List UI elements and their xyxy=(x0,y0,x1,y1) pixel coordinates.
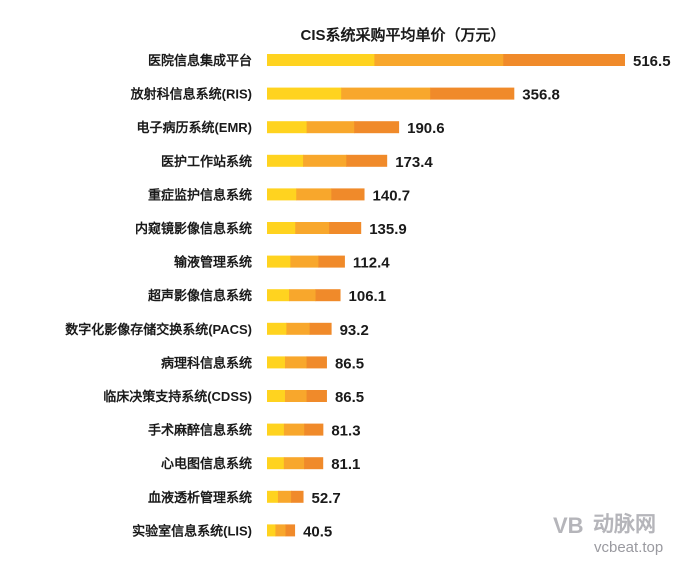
watermark-site: vcbeat.top xyxy=(594,539,663,556)
bar-segment xyxy=(306,390,327,402)
watermark-name: 动脉网 xyxy=(593,512,656,536)
bar-segment xyxy=(267,524,276,537)
bar-row: 医护工作站系统 173.4 xyxy=(161,154,433,171)
bar-segment xyxy=(290,255,319,268)
bar-segment xyxy=(285,524,296,537)
bar-segment xyxy=(277,490,292,503)
bar-row: 血液透析管理系统 52.7 xyxy=(148,490,341,507)
value-label: 173.4 xyxy=(395,154,433,171)
bar-segment xyxy=(289,289,317,302)
category-label: 放射科信息系统(RIS) xyxy=(130,87,252,102)
value-label: 40.5 xyxy=(303,523,332,540)
bar-row: 医院信息集成平台 516.5 xyxy=(148,53,671,70)
bar-segment xyxy=(315,289,341,302)
bar-segment xyxy=(318,255,345,268)
bar-segment xyxy=(374,54,504,66)
category-label: 临床决策支持系统(CDSS) xyxy=(103,389,252,404)
category-label: 实验室信息系统(LIS) xyxy=(132,523,252,538)
bar-row: 病理科信息系统 86.5 xyxy=(161,355,364,372)
bar-segment xyxy=(283,423,305,436)
bar-segment xyxy=(291,490,304,503)
value-label: 81.3 xyxy=(331,423,360,440)
bar-segment xyxy=(283,457,305,470)
bar-row: 内窥镜影像信息系统 135.9 xyxy=(135,221,407,238)
category-label: 输液管理系统 xyxy=(174,255,252,270)
bar-segment xyxy=(275,524,287,537)
bar-row: 数字化影像存储交换系统(PACS) 93.2 xyxy=(65,322,369,339)
value-label: 356.8 xyxy=(522,87,560,104)
bar-row: 重症监护信息系统 140.7 xyxy=(148,187,410,204)
value-label: 140.7 xyxy=(373,187,411,204)
category-label: 手术麻醉信息系统 xyxy=(148,423,252,438)
bar-segment xyxy=(295,222,330,234)
bar-segment xyxy=(267,423,285,436)
value-label: 86.5 xyxy=(335,389,364,406)
bar-segment xyxy=(267,289,290,302)
bar-row: 放射科信息系统(RIS) 356.8 xyxy=(130,87,560,104)
bar-row: 心电图信息系统 81.1 xyxy=(161,456,360,473)
bar-segment xyxy=(267,322,287,335)
bar-segment xyxy=(306,121,355,134)
bar-row: 超声影像信息系统 106.1 xyxy=(148,288,386,305)
bar-segment xyxy=(267,121,308,134)
bar-row: 手术麻醉信息系统 81.3 xyxy=(148,423,361,440)
value-label: 81.1 xyxy=(331,456,360,473)
bar-segment xyxy=(267,188,297,201)
bar-segment xyxy=(286,322,311,335)
bar-segment xyxy=(304,423,324,436)
bar-segment xyxy=(309,322,332,335)
bar-segment xyxy=(354,121,400,134)
category-label: 医院信息集成平台 xyxy=(148,53,252,68)
category-label: 血液透析管理系统 xyxy=(148,490,252,505)
bar-segment xyxy=(267,154,304,167)
bar-segment xyxy=(304,457,324,470)
category-label: 重症监护信息系统 xyxy=(148,187,252,202)
bar-segment xyxy=(267,222,296,234)
category-label: 超声影像信息系统 xyxy=(148,288,252,303)
bar-row: 临床决策支持系统(CDSS) 86.5 xyxy=(103,389,364,406)
bar-segment xyxy=(267,87,342,100)
bar-segment xyxy=(296,188,332,201)
bar-segment xyxy=(267,356,286,369)
category-label: 数字化影像存储交换系统(PACS) xyxy=(65,322,252,337)
bar-row: 实验室信息系统(LIS) 40.5 xyxy=(132,523,332,540)
category-label: 病理科信息系统 xyxy=(161,355,252,370)
watermark: VB 动脉网 vcbeat.top xyxy=(553,512,663,556)
watermark-logo: VB xyxy=(553,513,584,538)
value-label: 135.9 xyxy=(369,221,407,238)
category-label: 心电图信息系统 xyxy=(161,456,252,471)
bar-segment xyxy=(331,188,365,201)
bar-row: 输液管理系统 112.4 xyxy=(174,255,390,272)
bar-segment xyxy=(346,154,388,167)
value-label: 516.5 xyxy=(633,53,671,70)
bar-segment xyxy=(284,356,308,369)
bar-segment xyxy=(303,154,347,167)
bar-segment xyxy=(430,87,515,100)
value-label: 86.5 xyxy=(335,355,364,372)
bars-group: 医院信息集成平台 516.5 放射科信息系统(RIS) 356.8 电子病历系统(EMR… xyxy=(65,53,670,540)
value-label: 52.7 xyxy=(312,490,341,507)
category-label: 内窥镜影像信息系统 xyxy=(135,221,252,236)
bar-segment xyxy=(503,54,625,66)
value-label: 106.1 xyxy=(349,288,387,305)
bar-segment xyxy=(341,87,431,100)
chart-title: CIS系统采购平均单价（万元） xyxy=(300,26,505,44)
bar-segment xyxy=(267,490,279,503)
bar-segment xyxy=(329,222,362,234)
bar-segment xyxy=(284,390,308,402)
value-label: 190.6 xyxy=(407,120,445,137)
bar-segment xyxy=(267,54,375,66)
bar-row: 电子病历系统(EMR) 190.6 xyxy=(136,120,444,137)
category-label: 医护工作站系统 xyxy=(161,154,252,169)
value-label: 112.4 xyxy=(353,255,390,272)
bar-segment xyxy=(306,356,327,369)
category-label: 电子病历系统(EMR) xyxy=(136,120,252,135)
bar-segment xyxy=(267,390,286,402)
bar-segment xyxy=(267,457,285,470)
value-label: 93.2 xyxy=(340,322,369,339)
bar-segment xyxy=(267,255,291,268)
